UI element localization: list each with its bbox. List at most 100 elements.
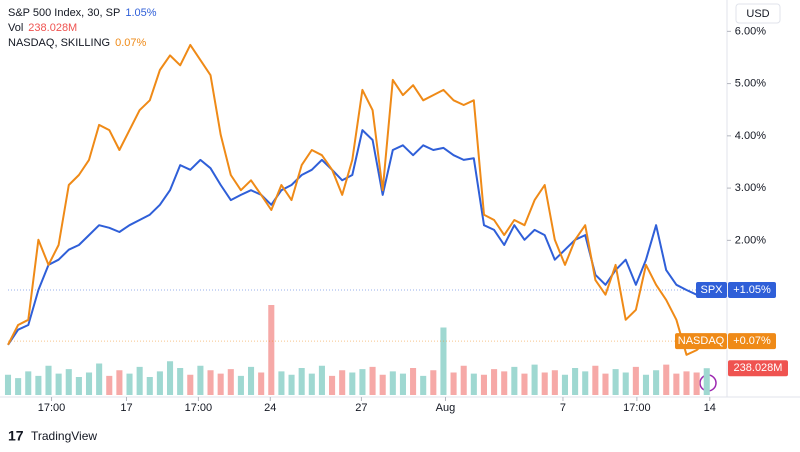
- volume-bar: [65, 369, 72, 395]
- volume-bar: [35, 375, 42, 395]
- series-tag-bg: [675, 333, 727, 350]
- volume-bar: [227, 369, 234, 395]
- volume-bar: [268, 305, 275, 395]
- volume-bar: [197, 365, 204, 395]
- y-tick-label: 2.00%: [735, 234, 766, 246]
- volume-bar: [683, 371, 690, 395]
- volume-bar: [470, 373, 477, 395]
- y-tick-label: 5.00%: [735, 78, 766, 90]
- x-tick-label: 17:00: [38, 402, 66, 414]
- volume-bar: [501, 371, 508, 395]
- x-tick-label: 17: [120, 402, 132, 414]
- volume-bar: [561, 374, 569, 395]
- series-tag-name: SPX: [700, 284, 723, 296]
- volume-bar: [430, 370, 437, 395]
- volume-bar: [288, 374, 295, 395]
- series-line: [7, 129, 708, 346]
- volume-bar: [399, 373, 406, 395]
- volume-bar: [511, 366, 518, 395]
- volume-bar: [572, 368, 579, 395]
- volume-bar: [15, 378, 22, 395]
- volume-bar: [116, 370, 123, 395]
- volume-bar: [420, 375, 427, 395]
- volume-bar: [177, 368, 184, 395]
- x-tick-label: Aug: [436, 402, 456, 414]
- series-tag-name: NASDAQ: [678, 335, 725, 347]
- volume-bar: [166, 361, 174, 395]
- volume-bar: [592, 365, 599, 395]
- volume-bar: [349, 372, 356, 395]
- volume-bar: [329, 375, 336, 395]
- x-tick-label: 17:00: [185, 402, 213, 414]
- volume-bar: [693, 372, 700, 395]
- volume-bar: [308, 373, 315, 395]
- x-tick-label: 24: [264, 402, 276, 414]
- series-tag-value: +0.07%: [733, 335, 771, 347]
- legend-name: S&P 500 Index, 30, SP: [8, 7, 120, 19]
- volume-bar: [359, 369, 366, 395]
- series-line: [7, 43, 708, 356]
- volume-bar: [642, 374, 650, 395]
- volume-tag-bg: [728, 360, 788, 377]
- series-tag-value: +1.05%: [733, 284, 771, 296]
- volume-bar: [146, 377, 153, 395]
- volume-bar: [237, 375, 244, 395]
- volume-bar: [96, 363, 103, 395]
- volume-bar: [551, 370, 558, 395]
- legend-name: Vol: [8, 22, 23, 34]
- volume-bar: [632, 366, 639, 395]
- volume-bar: [106, 375, 113, 395]
- legend-value: 1.05%: [125, 7, 156, 19]
- volume-bar: [207, 370, 214, 395]
- volume-bar: [653, 370, 660, 395]
- volume-bar: [450, 372, 457, 395]
- volume-bar: [622, 372, 629, 395]
- currency-label[interactable]: USD: [746, 8, 769, 20]
- volume-bar: [379, 374, 386, 395]
- volume-bar: [25, 371, 32, 395]
- volume-bar: [582, 371, 589, 395]
- currency-box[interactable]: [735, 3, 781, 24]
- volume-bar: [339, 370, 346, 395]
- volume-tag-value: 238.028M: [734, 362, 783, 374]
- y-tick-label: 3.00%: [735, 182, 766, 194]
- volume-bar: [278, 371, 285, 395]
- volume-bar: [460, 365, 467, 395]
- x-tick-label: 14: [704, 402, 716, 414]
- y-tick-label: 6.00%: [735, 25, 766, 37]
- volume-bar: [187, 374, 194, 395]
- volume-bar: [410, 368, 417, 395]
- legend-name: NASDAQ, SKILLING: [8, 37, 110, 49]
- x-tick-label: 27: [355, 402, 367, 414]
- volume-bar: [75, 377, 82, 395]
- legend-value: 238.028M: [28, 22, 77, 34]
- volume-bar: [85, 372, 93, 395]
- x-tick-label: 17:00: [623, 402, 651, 414]
- volume-bar: [258, 372, 265, 395]
- volume-bar: [602, 373, 609, 395]
- x-tick-label: 7: [560, 402, 566, 414]
- volume-bar: [480, 374, 487, 395]
- series-tag-bg: [696, 281, 727, 298]
- volume-bar: [156, 371, 163, 395]
- volume-bar: [298, 368, 305, 395]
- volume-bar: [440, 327, 447, 395]
- series-tag-value-bg: [728, 333, 776, 350]
- volume-bar: [673, 373, 680, 395]
- logo: 17 TradingView: [8, 428, 97, 444]
- volume-bar: [703, 368, 710, 395]
- volume-bar: [217, 373, 224, 395]
- volume-bar: [55, 373, 62, 395]
- volume-bar: [318, 365, 325, 395]
- volume-bar: [126, 373, 133, 395]
- volume-bar: [491, 369, 498, 395]
- volume-bar: [531, 364, 538, 395]
- volume-bar: [369, 366, 376, 395]
- logo-mark: 17: [8, 428, 24, 444]
- volume-bar: [389, 371, 396, 395]
- footer: TradingView: [31, 429, 97, 443]
- volume-bar: [45, 365, 52, 395]
- currency-button[interactable]: USD: [735, 3, 781, 24]
- y-tick-label: 4.00%: [735, 130, 766, 142]
